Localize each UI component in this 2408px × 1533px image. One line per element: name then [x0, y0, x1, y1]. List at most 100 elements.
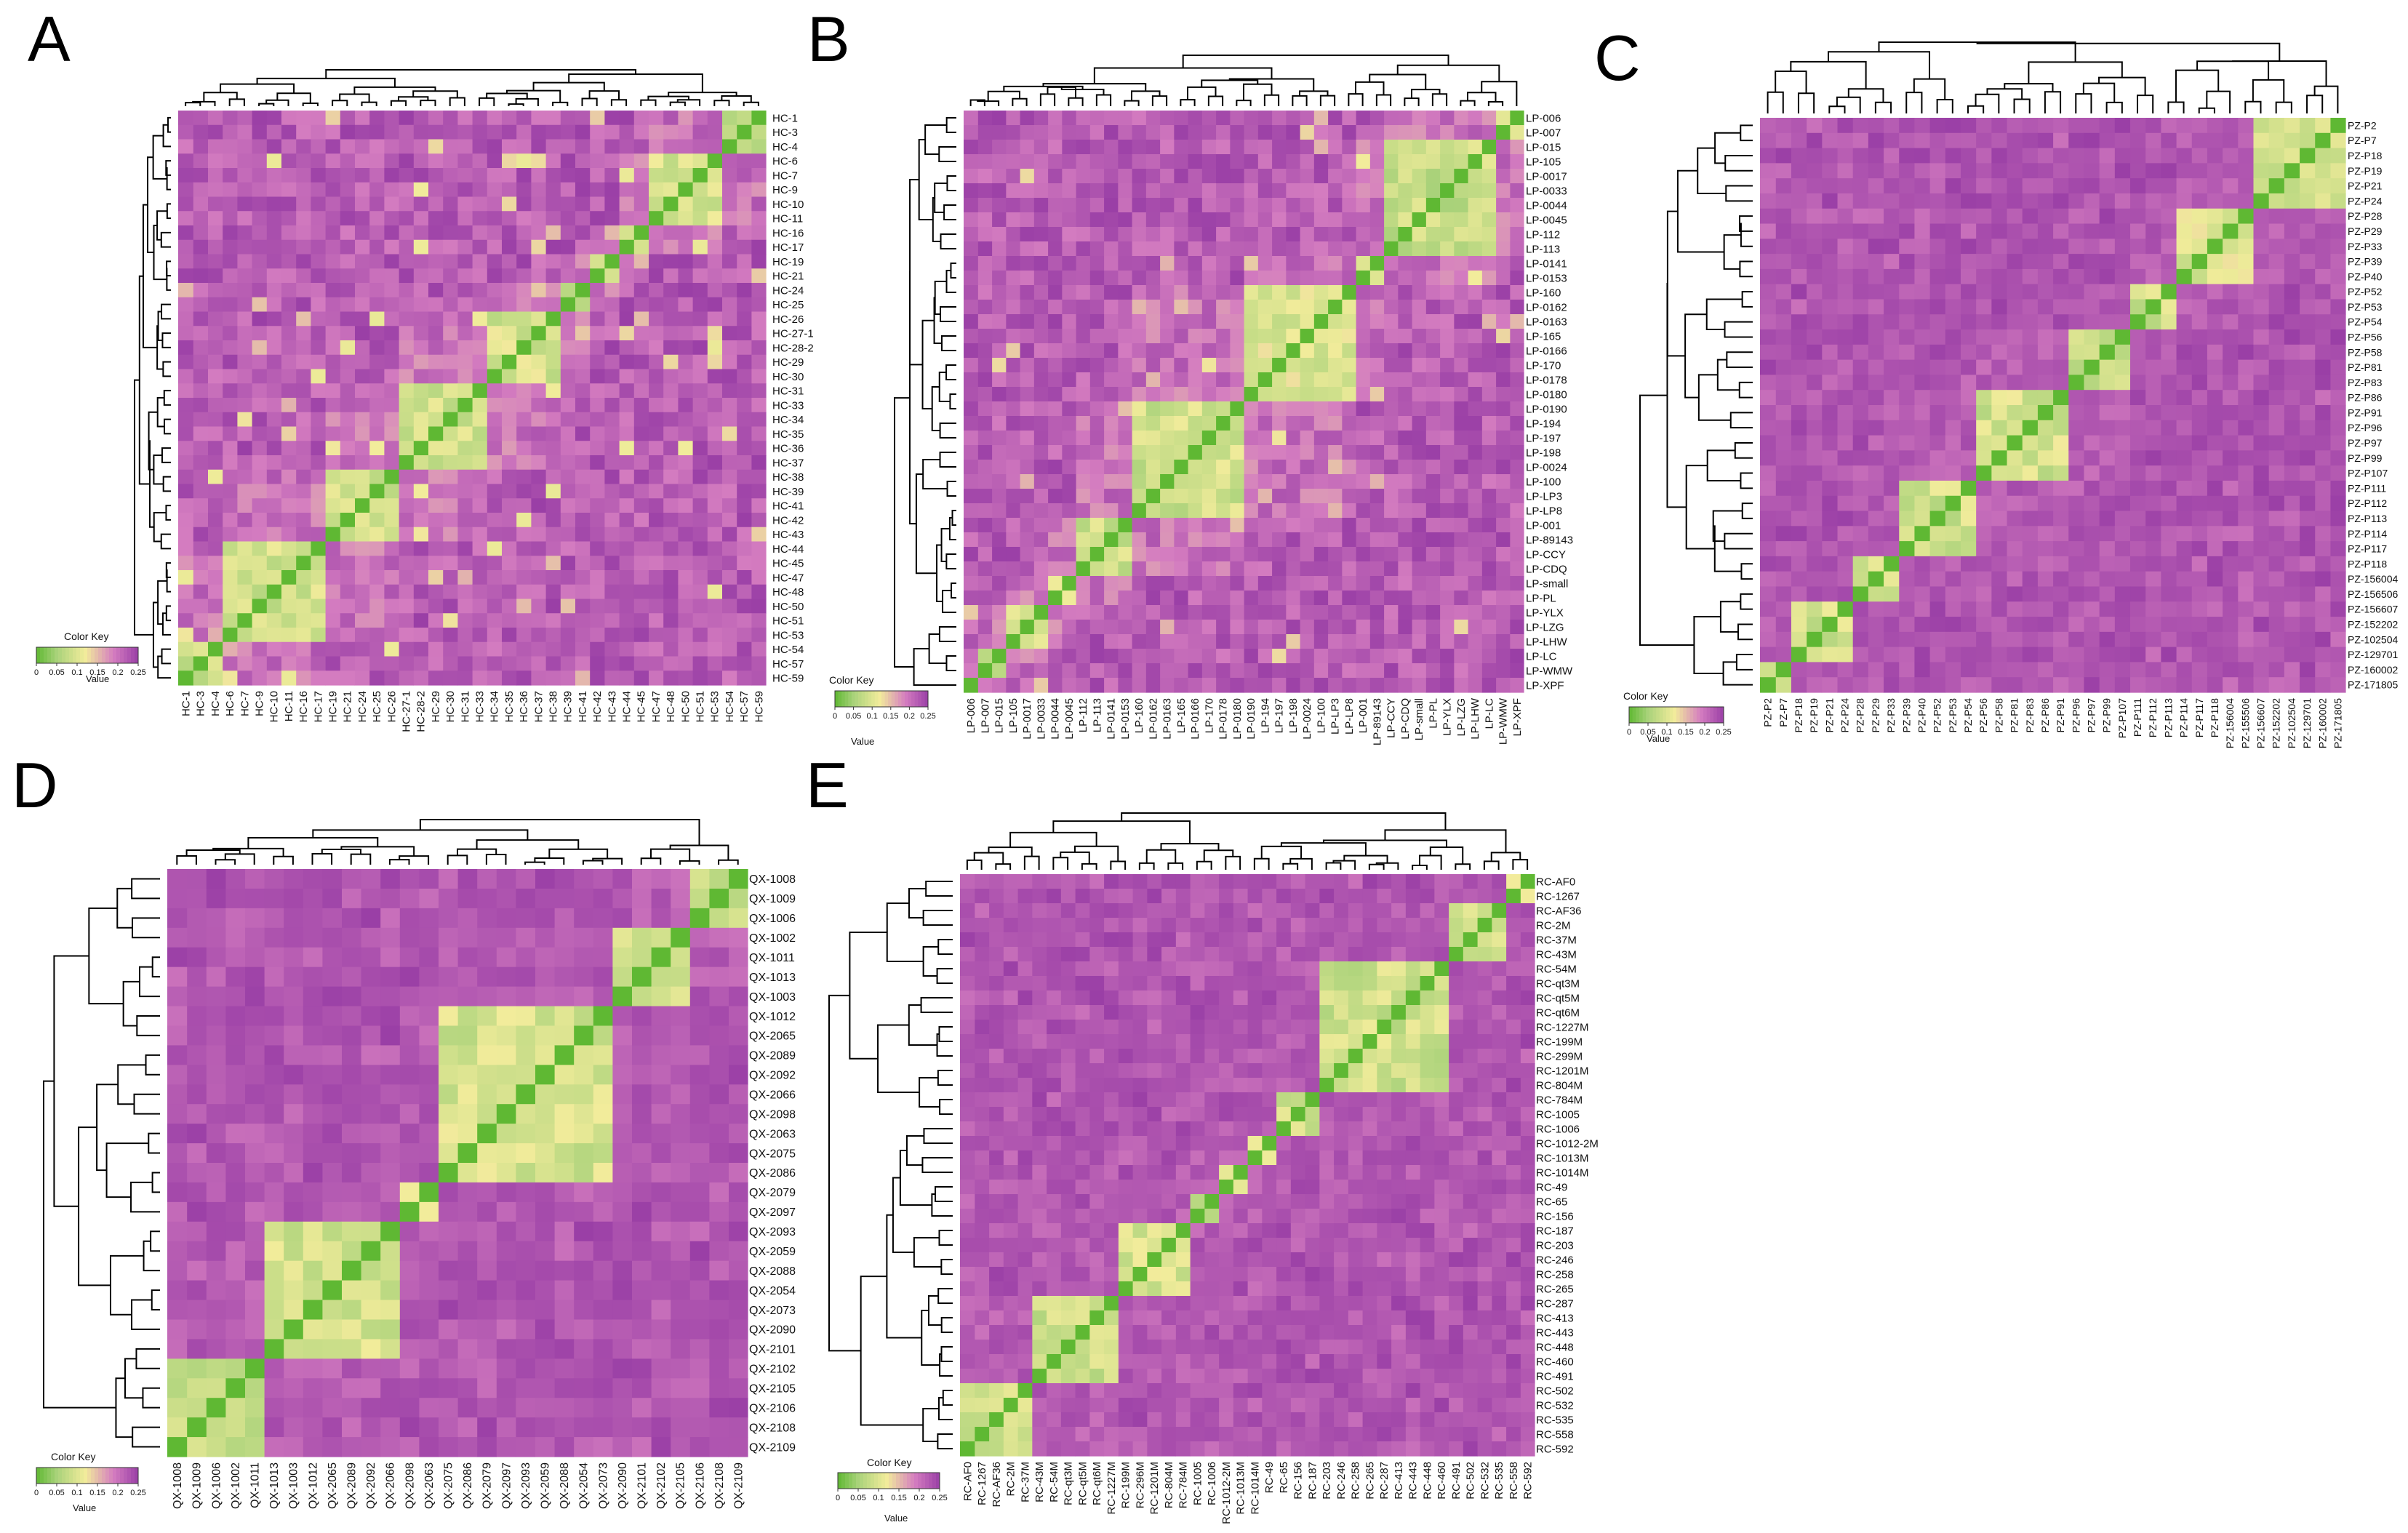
heatmap-cell [178, 326, 193, 341]
heatmap-cell [2006, 254, 2023, 270]
heatmap-cell [1945, 268, 1961, 285]
heatmap-cell [1244, 387, 1258, 402]
heatmap-cell [2268, 132, 2284, 149]
heatmap-cell [281, 398, 297, 413]
column-dendrogram-branch [339, 93, 370, 103]
heatmap-cell [1244, 591, 1258, 606]
heatmap-cell [222, 268, 238, 284]
heatmap-cell [648, 254, 664, 269]
heatmap-cell [2175, 268, 2192, 285]
heatmap-cell [1852, 375, 1868, 391]
heatmap-cell [1397, 387, 1412, 402]
column-label: LP-LZG [1455, 698, 1468, 737]
heatmap-cell [2068, 420, 2084, 436]
heatmap-cell [1327, 649, 1343, 664]
heatmap-cell [1103, 227, 1119, 242]
heatmap-cell [2052, 390, 2069, 406]
heatmap-cell [663, 426, 679, 441]
heatmap-cell [1257, 474, 1273, 489]
heatmap-cell [1047, 343, 1063, 359]
heatmap-cell [487, 211, 502, 226]
heatmap-cell [2237, 420, 2254, 436]
heatmap-cell [266, 283, 281, 298]
heatmap-cell [589, 254, 605, 269]
heatmap-cell [1229, 256, 1244, 271]
heatmap-cell [1201, 227, 1217, 242]
color-key-frame [36, 647, 139, 664]
heatmap-cell [1425, 460, 1441, 475]
heatmap-cell [1285, 285, 1300, 300]
heatmap-cell [2006, 465, 2023, 481]
heatmap-cell [1327, 489, 1343, 504]
heatmap-cell [648, 398, 664, 413]
heatmap-cell [1481, 460, 1497, 475]
heatmap-cell [1960, 435, 1977, 451]
heatmap-cell [2145, 375, 2161, 391]
heatmap-cell [1821, 511, 1838, 527]
heatmap-cell [2099, 480, 2115, 497]
heatmap-cell [2268, 239, 2284, 255]
column-dendrogram-branch [668, 92, 737, 97]
heatmap-cell [516, 613, 532, 628]
heatmap-cell [1061, 576, 1076, 591]
row-dendrogram-a [134, 116, 171, 679]
heatmap-cell [1103, 154, 1119, 169]
heatmap-cell [619, 225, 634, 241]
heatmap-cell [1005, 198, 1020, 213]
heatmap-cell [1076, 372, 1090, 388]
heatmap-cell [1439, 474, 1455, 489]
heatmap-cell [1257, 532, 1273, 548]
heatmap-cell [1397, 401, 1412, 417]
heatmap-cell [1271, 183, 1287, 199]
heatmap-cell [991, 445, 1007, 460]
heatmap-cell [1991, 571, 2007, 588]
heatmap-cell [1868, 344, 1884, 361]
heatmap-cell [2237, 223, 2254, 239]
heatmap-cell [1821, 148, 1838, 164]
heatmap-cell [1960, 405, 1977, 421]
heatmap-cell [991, 329, 1007, 344]
heatmap-cell [692, 354, 708, 370]
heatmap-cell [1468, 532, 1482, 548]
heatmap-cell [604, 283, 620, 298]
heatmap-cell [2052, 208, 2069, 225]
heatmap-cell [2175, 435, 2192, 451]
heatmap-cell [964, 532, 978, 548]
heatmap-cell [1991, 314, 2007, 330]
heatmap-cell [1945, 239, 1961, 255]
heatmap-cell [692, 196, 708, 212]
heatmap-cell [472, 426, 487, 441]
heatmap-cell [1257, 445, 1273, 460]
heatmap-cell [399, 326, 414, 341]
heatmap-cell [1836, 329, 1853, 345]
heatmap-cell [1481, 401, 1497, 417]
color-key-tick-label: 0.1 [867, 712, 878, 721]
heatmap-cell [369, 584, 385, 600]
heatmap-cell [575, 527, 591, 543]
heatmap-cell [1285, 125, 1300, 140]
heatmap-cell [1313, 532, 1329, 548]
heatmap-cell [193, 311, 208, 327]
heatmap-cell [1327, 401, 1343, 417]
heatmap-cell [2314, 223, 2331, 239]
heatmap-cell [428, 541, 444, 556]
heatmap-cell [2006, 178, 2023, 194]
heatmap-cell [325, 541, 340, 556]
heatmap-cell [1369, 198, 1385, 213]
heatmap-cell [354, 412, 370, 428]
heatmap-cell [325, 139, 340, 154]
heatmap-cell [1173, 576, 1188, 591]
heatmap-cell [1509, 212, 1524, 228]
heatmap-cell [530, 656, 546, 671]
heatmap-cell [1898, 314, 1915, 330]
heatmap-cell [1188, 634, 1202, 649]
heatmap-cell [1229, 358, 1244, 373]
heatmap-cell [1341, 489, 1356, 504]
heatmap-cell [1356, 154, 1370, 169]
heatmap-cell [2207, 541, 2223, 557]
heatmap-cell [575, 196, 591, 212]
heatmap-cell [1397, 271, 1412, 286]
heatmap-cell [1300, 300, 1314, 315]
heatmap-cell [1439, 271, 1455, 286]
heatmap-cell [736, 484, 752, 499]
